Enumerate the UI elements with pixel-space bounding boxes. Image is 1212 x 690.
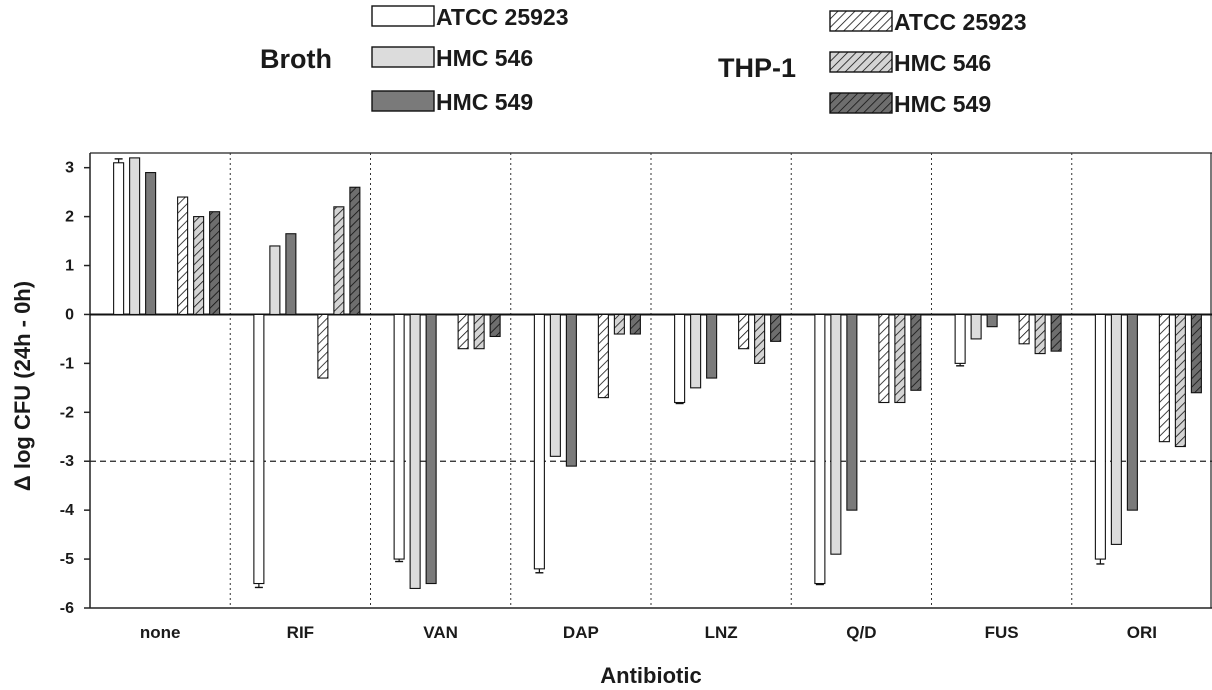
bar-dap-broth-1: [549, 313, 561, 457]
bar-none-thp1-5: [209, 211, 221, 316]
bar-lnz-broth-0: [674, 313, 686, 404]
bar-ori-thp1-3: [1158, 313, 1170, 443]
bar-none-broth-0: [113, 162, 125, 316]
y-tick-label: -6: [60, 600, 74, 617]
bar-lnz-broth-1: [690, 313, 702, 389]
bar-dap-broth-2: [565, 313, 577, 467]
y-tick-label: 1: [65, 258, 74, 275]
legend-label: HMC 546: [436, 45, 533, 71]
legend-label: ATCC 25923: [436, 4, 569, 30]
x-tick-label: none: [140, 623, 181, 642]
bar-van-broth-2: [425, 313, 437, 585]
x-tick-label: FUS: [985, 623, 1019, 642]
legend-items: ATCC 25923 HMC 546 HMC 549 ATCC 25923 HMC 54…: [371, 4, 1027, 117]
bar-fus-broth-1: [970, 313, 982, 340]
y-tick-label: -5: [60, 551, 74, 568]
bar-lnz-thp1-4: [754, 313, 766, 364]
bar-qd-broth-2: [846, 313, 858, 511]
bar-van-thp1-3: [457, 313, 469, 350]
bar-qd-thp1-3: [878, 313, 890, 404]
bar-rif-broth-0: [253, 313, 265, 585]
bar-ori-thp1-4: [1174, 313, 1186, 448]
bar-fus-broth-0: [954, 313, 966, 364]
bar-lnz-thp1-5: [770, 313, 782, 342]
x-tick-label: VAN: [423, 623, 458, 642]
bar-van-broth-0: [393, 313, 405, 560]
bar-qd-broth-1: [830, 313, 842, 555]
bar-fus-thp1-5: [1050, 313, 1062, 352]
legend-label: ATCC 25923: [894, 9, 1027, 35]
bar-rif-broth-2: [285, 233, 297, 316]
x-tick-label: LNZ: [705, 623, 738, 642]
legend-swatch: [829, 10, 893, 32]
legend-group-broth: Broth: [260, 44, 332, 74]
y-tick-label: -4: [60, 502, 74, 519]
bar-dap-thp1-3: [597, 313, 609, 399]
x-tick-label: Q/D: [846, 623, 876, 642]
bar-none-thp1-3: [177, 196, 189, 316]
x-tick-label: RIF: [287, 623, 314, 642]
plot-area: 3 2 1 0 -1 -2 -3 -4 -5 -6 none RIF VAN DAP LNZ Q/D FUS OR…: [60, 152, 1212, 642]
bar-dap-thp1-4: [613, 313, 625, 335]
legend-group-thp1: THP-1: [718, 53, 796, 83]
bar-fus-thp1-4: [1034, 313, 1046, 355]
bar-none-broth-1: [129, 157, 141, 316]
legend-swatch: [371, 90, 435, 112]
bar-van-broth-1: [409, 313, 421, 589]
y-tick-label: -2: [60, 404, 74, 421]
bar-ori-broth-2: [1126, 313, 1138, 511]
x-tick-label: DAP: [563, 623, 599, 642]
legend-label: HMC 549: [436, 89, 533, 115]
bar-rif-broth-1: [269, 245, 281, 316]
y-tick-label: 3: [65, 160, 74, 177]
bar-none-broth-2: [145, 172, 157, 316]
bar-rif-thp1-5: [349, 186, 361, 316]
legend-swatch: [829, 92, 893, 114]
bar-fus-thp1-3: [1018, 313, 1030, 345]
bar-van-thp1-4: [473, 313, 485, 350]
legend-swatch: [371, 5, 435, 27]
y-tick-label: 0: [65, 306, 74, 323]
legend-label: HMC 546: [894, 50, 991, 76]
x-tick-label: ORI: [1127, 623, 1157, 642]
y-axis-title: Δ log CFU (24h - 0h): [10, 281, 35, 491]
bar-ori-thp1-5: [1190, 313, 1202, 394]
legend-swatch: [829, 51, 893, 73]
legend-label: HMC 549: [894, 91, 991, 117]
bar-lnz-broth-2: [706, 313, 718, 379]
bar-qd-broth-0: [814, 313, 826, 585]
bar-qd-thp1-5: [910, 313, 922, 391]
y-tick-label: -3: [60, 453, 74, 470]
bar-dap-thp1-5: [629, 313, 641, 335]
y-tick-label: -1: [60, 355, 74, 372]
bar-none-thp1-4: [193, 216, 205, 316]
bar-ori-broth-1: [1110, 313, 1122, 545]
bar-van-thp1-5: [489, 313, 501, 338]
bar-ori-broth-0: [1094, 313, 1106, 560]
bar-qd-thp1-4: [894, 313, 906, 404]
bar-fus-broth-2: [986, 313, 998, 328]
bar-lnz-thp1-3: [738, 313, 750, 350]
bar-dap-broth-0: [533, 313, 545, 570]
x-axis-title: Antibiotic: [600, 663, 701, 688]
y-tick-label: 2: [65, 209, 74, 226]
legend-swatch: [371, 46, 435, 68]
bar-rif-thp1-3: [317, 313, 329, 379]
bar-rif-thp1-4: [333, 206, 345, 316]
